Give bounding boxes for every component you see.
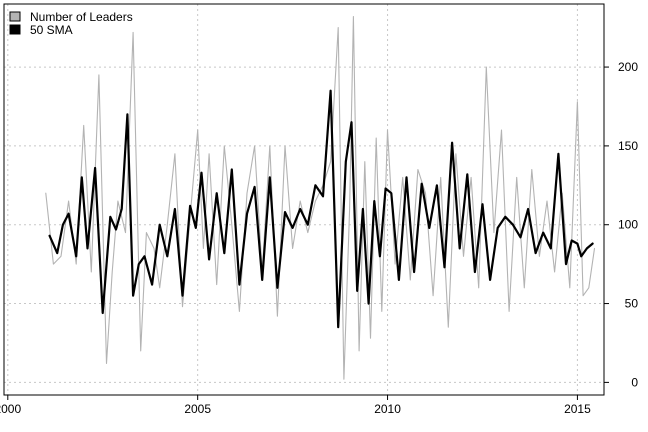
- x-tick-label-2: 2010: [374, 402, 401, 416]
- y-tick-label-2: 100: [618, 218, 638, 232]
- y-tick-label-0: 0: [631, 375, 638, 389]
- series-layer: [45, 16, 596, 380]
- series-line-sma-50: [48, 89, 594, 329]
- x-tick-label-1: 2005: [184, 402, 211, 416]
- x-tick-label-3: 2015: [564, 402, 591, 416]
- series-line-number-of-leaders: [45, 16, 596, 380]
- legend-swatch-1: [9, 24, 21, 35]
- plot-frame: [3, 3, 605, 396]
- y-tick-label-3: 150: [618, 139, 638, 153]
- legend-swatch-0: [9, 11, 21, 22]
- x-tick-label-0: 2000: [0, 402, 21, 416]
- x-axis: 2000 2005 2010 2015: [0, 395, 591, 416]
- y-tick-label-1: 50: [625, 297, 639, 311]
- legend-label-1: 50 SMA: [30, 23, 73, 37]
- y-axis: 0 50 100 150 200: [604, 60, 638, 389]
- legend-label-0: Number of Leaders: [30, 10, 133, 24]
- y-tick-label-4: 200: [618, 60, 638, 74]
